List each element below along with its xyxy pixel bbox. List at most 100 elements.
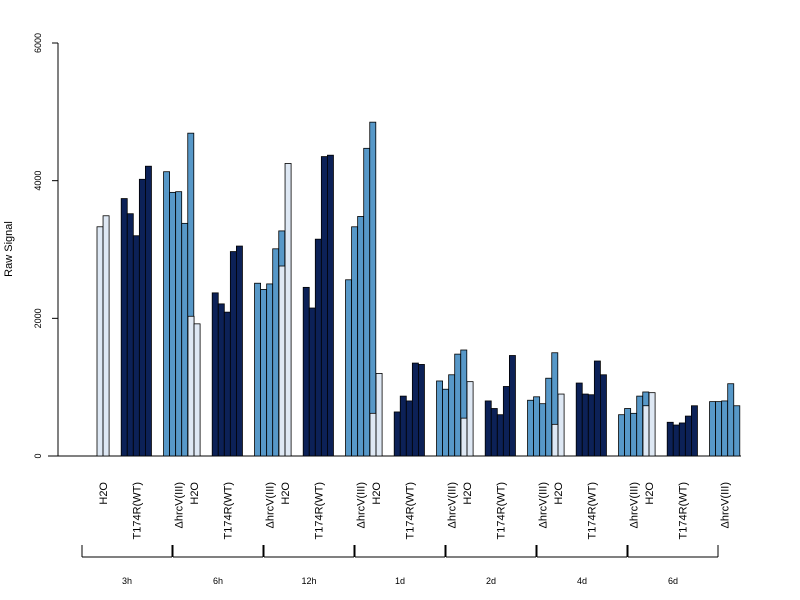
bar xyxy=(369,121,377,457)
category-label: T174R(WT) xyxy=(131,482,143,539)
bar xyxy=(326,154,334,457)
category-label: T174R(WT) xyxy=(586,482,598,539)
bar xyxy=(666,421,674,457)
bar xyxy=(581,393,589,457)
category-label: ΔhrcV(III) xyxy=(447,482,459,528)
y-tick-label: 6000 xyxy=(33,33,43,53)
bar xyxy=(709,401,716,457)
bar xyxy=(600,374,607,457)
category-label: H2O xyxy=(189,482,201,505)
bar xyxy=(320,156,328,457)
category-label: ΔhrcV(III) xyxy=(720,482,732,528)
bar xyxy=(254,282,262,457)
bar xyxy=(678,422,686,457)
bar xyxy=(260,289,268,457)
bar xyxy=(272,248,280,457)
bar xyxy=(557,393,565,457)
category-labels: H2O T174R(WT) ΔhrcV(III) H2O T174R(WT) ΔhrcV(… xyxy=(98,482,732,540)
category-label: T174R(WT) xyxy=(313,482,325,539)
category-label: ΔhrcV(III) xyxy=(174,482,186,528)
bar xyxy=(733,405,741,457)
bar xyxy=(448,374,456,457)
bar xyxy=(217,303,225,457)
bar xyxy=(715,401,723,457)
bar xyxy=(393,411,401,457)
bar xyxy=(593,360,601,457)
bar xyxy=(691,405,698,457)
bar xyxy=(229,251,237,457)
y-tick-label: 4000 xyxy=(33,171,43,191)
category-label: H2O xyxy=(553,482,565,505)
bar xyxy=(551,423,559,457)
bar xyxy=(411,362,419,457)
bar xyxy=(351,226,359,457)
bar xyxy=(721,400,729,457)
bar xyxy=(508,355,516,457)
bar xyxy=(727,383,735,457)
bar xyxy=(223,311,231,457)
bar xyxy=(636,395,644,457)
bar xyxy=(278,265,286,457)
bar xyxy=(624,408,632,457)
category-label: H2O xyxy=(644,482,656,505)
bar xyxy=(575,382,583,457)
bar xyxy=(345,279,352,457)
bar xyxy=(484,400,492,457)
bar xyxy=(235,245,243,457)
bar xyxy=(369,412,377,457)
bar xyxy=(120,198,128,457)
bar xyxy=(163,171,171,457)
category-label: ΔhrcV(III) xyxy=(356,482,368,528)
bar xyxy=(363,147,371,457)
time-point-label: 6d xyxy=(668,576,678,586)
y-axis: 0 2000 4000 6000 xyxy=(33,33,59,459)
bar xyxy=(545,377,553,457)
y-tick-label: 2000 xyxy=(33,308,43,328)
bar xyxy=(399,395,407,457)
bar xyxy=(460,417,468,457)
bar xyxy=(187,315,195,457)
category-label: T174R(WT) xyxy=(222,482,234,539)
time-point-label: 12h xyxy=(301,576,316,586)
bar xyxy=(193,323,201,457)
bar xyxy=(284,163,292,457)
category-label: H2O xyxy=(371,482,383,505)
bar xyxy=(126,213,134,457)
bar xyxy=(102,215,110,457)
bar xyxy=(314,238,322,457)
bar xyxy=(539,403,547,457)
bar xyxy=(302,286,310,457)
bar xyxy=(502,386,510,457)
category-label: T174R(WT) xyxy=(495,482,507,539)
bar xyxy=(490,408,498,457)
bar xyxy=(672,424,680,457)
bar xyxy=(630,412,638,457)
bar xyxy=(308,307,316,457)
category-label: H2O xyxy=(98,482,110,505)
y-tick-label: 0 xyxy=(33,453,43,458)
bar xyxy=(175,191,183,457)
bar xyxy=(496,414,504,457)
time-point-label: 6h xyxy=(213,576,223,586)
time-point-label: 1d xyxy=(395,576,405,586)
bar xyxy=(533,396,541,457)
bar xyxy=(648,392,656,457)
bar xyxy=(405,400,413,457)
bars xyxy=(96,121,741,457)
category-label: ΔhrcV(III) xyxy=(629,482,641,528)
time-point-label: 3h xyxy=(122,576,132,586)
bar xyxy=(442,388,450,457)
bar xyxy=(684,415,692,457)
bar xyxy=(132,235,140,457)
bar xyxy=(417,364,425,457)
bar xyxy=(138,178,146,457)
category-label: T174R(WT) xyxy=(677,482,689,539)
bar xyxy=(618,414,625,457)
bar xyxy=(642,405,650,457)
time-brackets: 3h 6h 12h 1d 2d 4d 6d xyxy=(81,545,719,586)
bar xyxy=(357,216,365,457)
category-label: H2O xyxy=(280,482,292,505)
bar xyxy=(181,222,189,457)
bar xyxy=(375,372,383,457)
